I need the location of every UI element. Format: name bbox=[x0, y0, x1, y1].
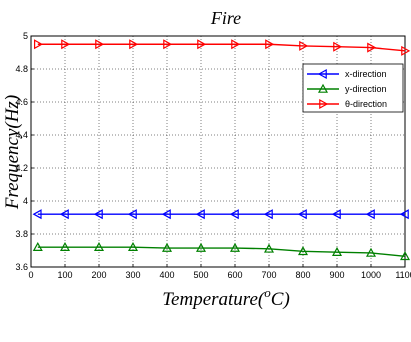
legend-label: y-direction bbox=[345, 84, 387, 94]
chart-title: Fire bbox=[210, 8, 241, 28]
data-point bbox=[333, 41, 343, 52]
legend-entry: x-direction bbox=[307, 68, 387, 80]
legend-marker bbox=[317, 83, 329, 93]
data-point bbox=[93, 209, 103, 220]
y-tick-label: 4 bbox=[23, 196, 28, 206]
legend-entry: θ-direction bbox=[307, 98, 387, 110]
data-point bbox=[365, 209, 375, 220]
x-tick-label: 800 bbox=[295, 270, 310, 280]
data-point bbox=[127, 241, 139, 251]
data-point bbox=[399, 209, 409, 220]
data-point bbox=[263, 209, 273, 220]
data-point bbox=[331, 209, 341, 220]
legend-marker bbox=[317, 68, 327, 80]
data-point bbox=[93, 241, 105, 251]
data-point bbox=[59, 241, 71, 251]
data-point bbox=[299, 40, 309, 51]
data-point bbox=[197, 39, 207, 50]
legend-entry: y-direction bbox=[307, 83, 387, 94]
data-point bbox=[297, 246, 309, 256]
series-2 bbox=[33, 39, 411, 56]
y-tick-label: 4.6 bbox=[15, 97, 28, 107]
x-tick-label: 400 bbox=[159, 270, 174, 280]
x-tick-label: 100 bbox=[57, 270, 72, 280]
y-tick-label: 3.8 bbox=[15, 229, 28, 239]
series-1 bbox=[32, 241, 411, 261]
data-point bbox=[33, 39, 44, 50]
x-axis-label-unit: C) bbox=[271, 289, 290, 310]
data-point bbox=[163, 39, 173, 50]
x-axis-label-sup: o bbox=[264, 285, 271, 300]
y-axis-label: Frequency(Hz) bbox=[2, 95, 23, 210]
data-point bbox=[401, 45, 411, 56]
data-point bbox=[129, 39, 139, 50]
data-point bbox=[95, 39, 105, 50]
x-tick-label: 700 bbox=[261, 270, 276, 280]
data-point bbox=[32, 209, 42, 220]
y-tick-label: 3.6 bbox=[15, 262, 28, 272]
x-tick-label: 1100 bbox=[395, 270, 411, 280]
data-point bbox=[231, 39, 241, 50]
data-point bbox=[127, 209, 137, 220]
data-point bbox=[61, 39, 71, 50]
x-tick-label: 200 bbox=[91, 270, 106, 280]
plot-frame bbox=[30, 35, 406, 268]
y-tick-label: 5 bbox=[23, 31, 28, 41]
x-tick-label: 500 bbox=[193, 270, 208, 280]
data-point bbox=[161, 209, 171, 220]
legend-label: θ-direction bbox=[345, 99, 387, 109]
x-axis-label: Temperature(oC) bbox=[162, 285, 290, 310]
series-0 bbox=[32, 209, 409, 220]
data-point bbox=[229, 209, 239, 220]
x-tick-label: 300 bbox=[125, 270, 140, 280]
data-point bbox=[331, 246, 343, 256]
data-point bbox=[263, 243, 275, 253]
data-point bbox=[229, 242, 241, 252]
data-point bbox=[32, 241, 43, 251]
x-tick-label: 900 bbox=[329, 270, 344, 280]
series-layer bbox=[32, 39, 411, 261]
data-point bbox=[399, 251, 411, 261]
data-point bbox=[195, 209, 205, 220]
x-axis-label-main: Temperature( bbox=[162, 289, 266, 310]
x-tick-label: 0 bbox=[28, 270, 33, 280]
data-point bbox=[59, 209, 69, 220]
data-point bbox=[367, 42, 377, 53]
data-point bbox=[195, 242, 207, 252]
axis-ticks: 0 100 200 300 400 500 600 700 800 900 1000 1100 3.6 3… bbox=[15, 31, 411, 280]
legend-label: x-direction bbox=[345, 69, 387, 79]
legend: x-direction y-direction θ-direction bbox=[302, 63, 404, 113]
x-tick-label: 600 bbox=[227, 270, 242, 280]
data-point bbox=[297, 209, 307, 220]
legend-marker bbox=[319, 98, 329, 110]
y-tick-label: 4.8 bbox=[15, 64, 28, 74]
series-line bbox=[37, 246, 406, 257]
y-tick-label: 4.2 bbox=[15, 163, 28, 173]
series-line bbox=[37, 43, 406, 52]
data-point bbox=[265, 39, 275, 50]
data-point bbox=[161, 242, 173, 252]
y-tick-label: 4.4 bbox=[15, 130, 28, 140]
x-tick-label: 1000 bbox=[361, 270, 381, 280]
data-point bbox=[365, 247, 377, 257]
